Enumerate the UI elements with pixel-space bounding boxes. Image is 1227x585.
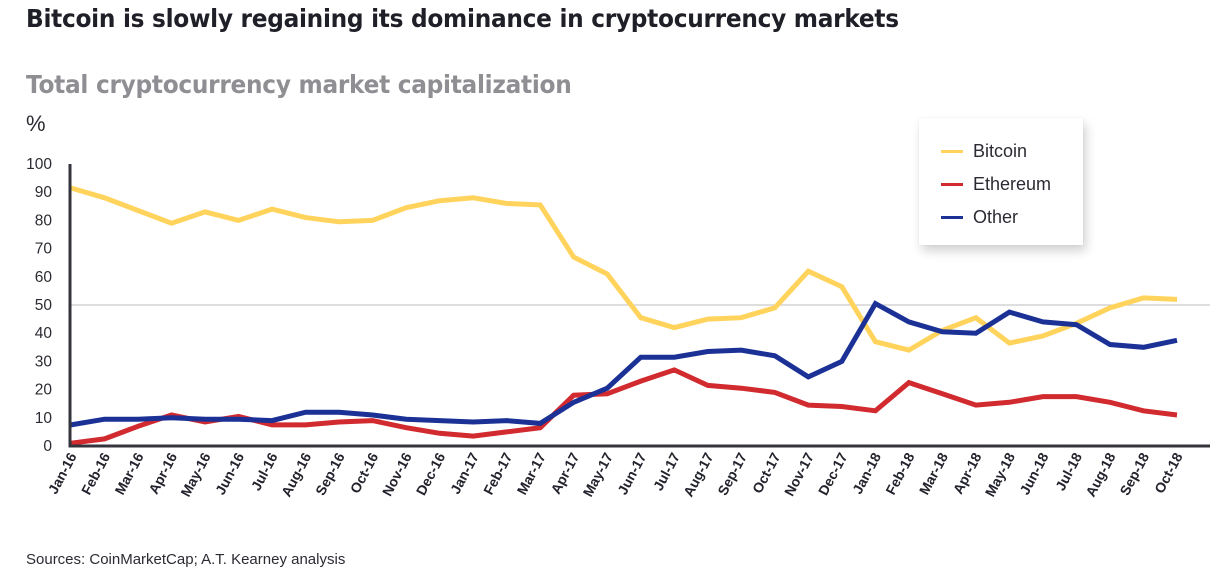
legend-swatch-bitcoin <box>941 149 963 153</box>
x-tick-label: Jun-16 <box>212 450 247 498</box>
x-tick-label: Jan-16 <box>45 450 80 497</box>
x-tick-label: Sep-16 <box>312 450 348 498</box>
chart-subtitle: Total cryptocurrency market capitalizati… <box>26 70 572 99</box>
x-tick-label: Apr-18 <box>950 450 985 497</box>
legend-item-bitcoin: Bitcoin <box>941 139 1027 163</box>
x-tick-label: Apr-17 <box>547 450 582 497</box>
x-tick-label: Jan-17 <box>447 450 482 497</box>
y-tick-label: 20 <box>35 382 53 399</box>
y-tick-label: 90 <box>35 184 53 201</box>
x-tick-label: Jul-17 <box>650 450 683 493</box>
chart-title: Bitcoin is slowly regaining its dominanc… <box>26 4 899 33</box>
x-tick-label: Mar-18 <box>916 450 951 498</box>
series-line-other <box>70 300 1178 428</box>
y-tick-label: 80 <box>35 212 53 229</box>
y-tick-label: 0 <box>43 438 52 455</box>
x-tick-label: Mar-16 <box>111 450 146 498</box>
x-tick-label: Jul-16 <box>248 450 281 493</box>
x-tick-label: May-17 <box>579 450 616 500</box>
x-tick-label: Sep-17 <box>714 450 750 498</box>
x-tick-label: Sep-18 <box>1116 450 1152 498</box>
legend-swatch-other <box>941 215 963 219</box>
legend: Bitcoin Ethereum Other <box>919 118 1083 245</box>
legend-label-other: Other <box>973 206 1019 227</box>
x-tick-label: May-16 <box>177 450 214 500</box>
x-tick-label: Oct-18 <box>1151 450 1186 496</box>
x-tick-label: Jan-18 <box>849 450 884 497</box>
x-tick-label: Feb-18 <box>882 450 917 498</box>
x-tick-label: Dec-17 <box>815 450 851 498</box>
legend-item-ethereum: Ethereum <box>941 172 1051 196</box>
legend-label-bitcoin: Bitcoin <box>973 140 1028 161</box>
y-tick-label: 50 <box>35 297 53 314</box>
y-tick-label: 100 <box>26 156 52 173</box>
series-line-ethereum <box>70 367 1178 446</box>
x-tick-label: Oct-17 <box>749 450 784 496</box>
y-tick-label: 10 <box>35 410 53 427</box>
source-note: Sources: CoinMarketCap; A.T. Kearney ana… <box>26 551 346 568</box>
x-tick-label: Feb-17 <box>480 450 515 498</box>
x-tick-label: Nov-16 <box>379 450 415 499</box>
legend-swatch-ethereum <box>941 182 963 186</box>
x-tick-label: Jun-18 <box>1016 450 1051 498</box>
y-tick-label: 60 <box>35 269 53 286</box>
x-tick-label: Oct-16 <box>347 450 382 496</box>
legend-item-other: Other <box>941 205 1018 229</box>
x-tick-label: Feb-16 <box>78 450 113 498</box>
y-axis-ticks: 0 10 20 30 40 50 60 70 80 90 100 <box>26 156 52 455</box>
series-line-bitcoin <box>70 185 1178 353</box>
x-tick-label: Jul-18 <box>1052 450 1085 493</box>
x-tick-label: Jun-17 <box>614 450 649 498</box>
x-tick-label: May-18 <box>982 450 1019 500</box>
legend-label-ethereum: Ethereum <box>973 173 1052 194</box>
y-tick-label: 30 <box>35 353 53 370</box>
x-tick-label: Aug-18 <box>1082 450 1119 500</box>
x-tick-label: Mar-17 <box>514 450 549 498</box>
y-tick-label: 70 <box>35 241 53 258</box>
y-axis-unit-label: % <box>26 111 46 136</box>
x-tick-label: Nov-17 <box>781 450 817 499</box>
x-tick-label: Aug-17 <box>680 450 717 500</box>
x-tick-label: Apr-16 <box>145 450 180 497</box>
x-tick-label: Dec-16 <box>413 450 449 498</box>
y-tick-label: 40 <box>35 325 53 342</box>
x-tick-label: Aug-16 <box>278 450 315 500</box>
series-layer <box>70 185 1178 446</box>
